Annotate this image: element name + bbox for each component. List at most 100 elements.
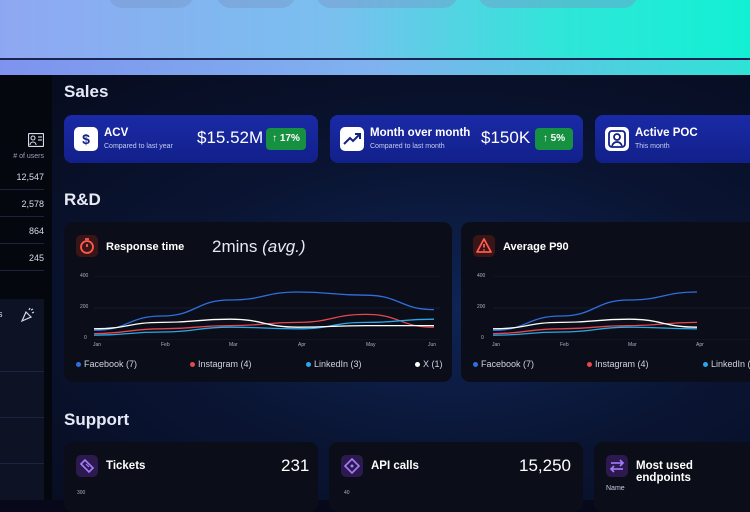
trend-up-icon	[340, 127, 364, 151]
top-pill[interactable]	[478, 0, 638, 8]
x-tick: Mar	[628, 342, 637, 348]
card-title: Average P90	[503, 241, 569, 253]
top-pill[interactable]	[216, 0, 296, 8]
divider	[0, 58, 750, 60]
tickets-card[interactable]: Tickets 231 300	[64, 442, 318, 512]
section-heading-support: Support	[64, 410, 130, 429]
card-subtitle: This month	[635, 143, 670, 150]
series-line-instagram	[94, 313, 435, 335]
legend-label: Instagram (4)	[198, 359, 252, 369]
average-p90-chart	[493, 276, 750, 340]
legend-label: LinkedIn (3)	[314, 359, 362, 369]
legend-item-instagram[interactable]: Instagram (4)	[587, 359, 649, 369]
dollar-icon: $	[74, 127, 98, 151]
card-title: Month over month	[370, 127, 471, 139]
x-tick: Apr	[298, 342, 306, 348]
ticket-icon	[76, 455, 98, 477]
users-icon	[28, 133, 44, 147]
legend-dot	[415, 362, 420, 368]
section-heading-rnd: R&D	[64, 190, 101, 209]
card-value: 231	[281, 456, 310, 475]
series-line-linkedin	[94, 318, 435, 336]
legend-dot	[306, 362, 311, 368]
legend-item-linkedin[interactable]: LinkedIn (3)	[306, 359, 362, 369]
x-tick: Feb	[560, 342, 569, 348]
user-icon	[605, 127, 629, 151]
response-time-card[interactable]: Response time 2mins (avg.) 400 200 0 Jan…	[64, 222, 452, 382]
badge-value: 17%	[279, 133, 300, 144]
avg-label: (avg.)	[262, 237, 306, 256]
legend-label: LinkedIn (3)	[711, 359, 750, 369]
y-tick: 0	[84, 335, 87, 341]
legend-dot	[190, 362, 195, 368]
card-value: $150K	[481, 128, 531, 147]
x-tick: Feb	[161, 342, 170, 348]
svg-text:$: $	[82, 131, 90, 147]
top-pill[interactable]	[108, 0, 194, 8]
legend-label: Instagram (4)	[595, 359, 649, 369]
y-tick: 40	[344, 490, 350, 496]
card-subtitle: Compared to last month	[370, 143, 445, 150]
month-over-month-card[interactable]: Month over month Compared to last month …	[330, 115, 583, 163]
y-tick: 400	[80, 273, 89, 279]
section-heading-sales: Sales	[64, 82, 109, 101]
y-tick: 400	[477, 273, 486, 279]
table-row: 12,547	[0, 165, 44, 190]
x-tick: Mar	[229, 342, 238, 348]
x-tick: Jan	[492, 342, 501, 348]
arrow-up-icon: ↑	[272, 133, 280, 144]
arrow-up-icon: ↑	[542, 133, 551, 144]
series-line-x	[493, 318, 698, 330]
sidebar-panel: s	[0, 299, 44, 500]
y-tick: 200	[80, 304, 89, 310]
sidebar: # of users 12,547 2,578 864 245 s	[0, 75, 52, 500]
column-header: Name	[606, 485, 625, 492]
series-line-x	[94, 318, 434, 330]
divider	[0, 417, 44, 418]
card-title: ACV	[104, 127, 129, 139]
truncated-label: s	[0, 309, 3, 319]
series-line-linkedin	[493, 326, 698, 336]
top-pill[interactable]	[316, 0, 458, 8]
legend-dot	[76, 362, 81, 368]
legend-item-facebook[interactable]: Facebook (7)	[76, 359, 137, 369]
card-title: Response time	[106, 241, 185, 253]
x-tick: Jan	[93, 342, 102, 348]
table-row: 245	[0, 246, 44, 271]
top-banner-strip	[0, 60, 750, 75]
y-tick: 200	[477, 304, 486, 310]
series-line-facebook	[493, 291, 698, 332]
card-title: Active POC	[635, 127, 698, 139]
most-used-endpoints-card[interactable]: Most used endpoints Name	[594, 442, 750, 512]
active-poc-card[interactable]: Active POC This month	[595, 115, 750, 163]
legend-item-x[interactable]: X (1)	[415, 359, 443, 369]
average-p90-card[interactable]: Average P90 400 200 0 Jan Feb Mar Apr Fa…	[461, 222, 750, 382]
legend-dot	[473, 362, 478, 368]
table-row: 864	[0, 219, 44, 244]
card-value: $15.52M	[197, 128, 264, 147]
users-caption: # of users	[13, 153, 44, 160]
top-banner	[0, 0, 750, 58]
series-line-instagram	[493, 321, 698, 335]
party-popper-icon	[20, 307, 35, 323]
legend-item-instagram[interactable]: Instagram (4)	[190, 359, 252, 369]
avg-number: 2mins	[212, 237, 258, 256]
legend-dot	[587, 362, 592, 368]
api-calls-card[interactable]: API calls 15,250 40	[329, 442, 583, 512]
legend-item-facebook[interactable]: Facebook (7)	[473, 359, 534, 369]
warning-icon	[473, 235, 495, 257]
legend-label: Facebook (7)	[481, 359, 535, 369]
api-icon	[341, 455, 363, 477]
x-tick: Apr	[696, 342, 704, 348]
growth-badge: ↑ 17%	[266, 128, 306, 150]
growth-badge: ↑ 5%	[535, 128, 573, 150]
x-tick: Jun	[428, 342, 437, 348]
table-row: 2,578	[0, 192, 44, 217]
response-time-chart	[94, 276, 440, 340]
divider	[0, 463, 44, 464]
card-value: 15,250	[519, 456, 571, 475]
card-subtitle: Compared to last year	[104, 143, 173, 150]
acv-card[interactable]: $ ACV Compared to last year $15.52M ↑ 17…	[64, 115, 318, 163]
legend-item-linkedin[interactable]: LinkedIn (3)	[703, 359, 750, 369]
series-line-facebook	[94, 291, 435, 332]
